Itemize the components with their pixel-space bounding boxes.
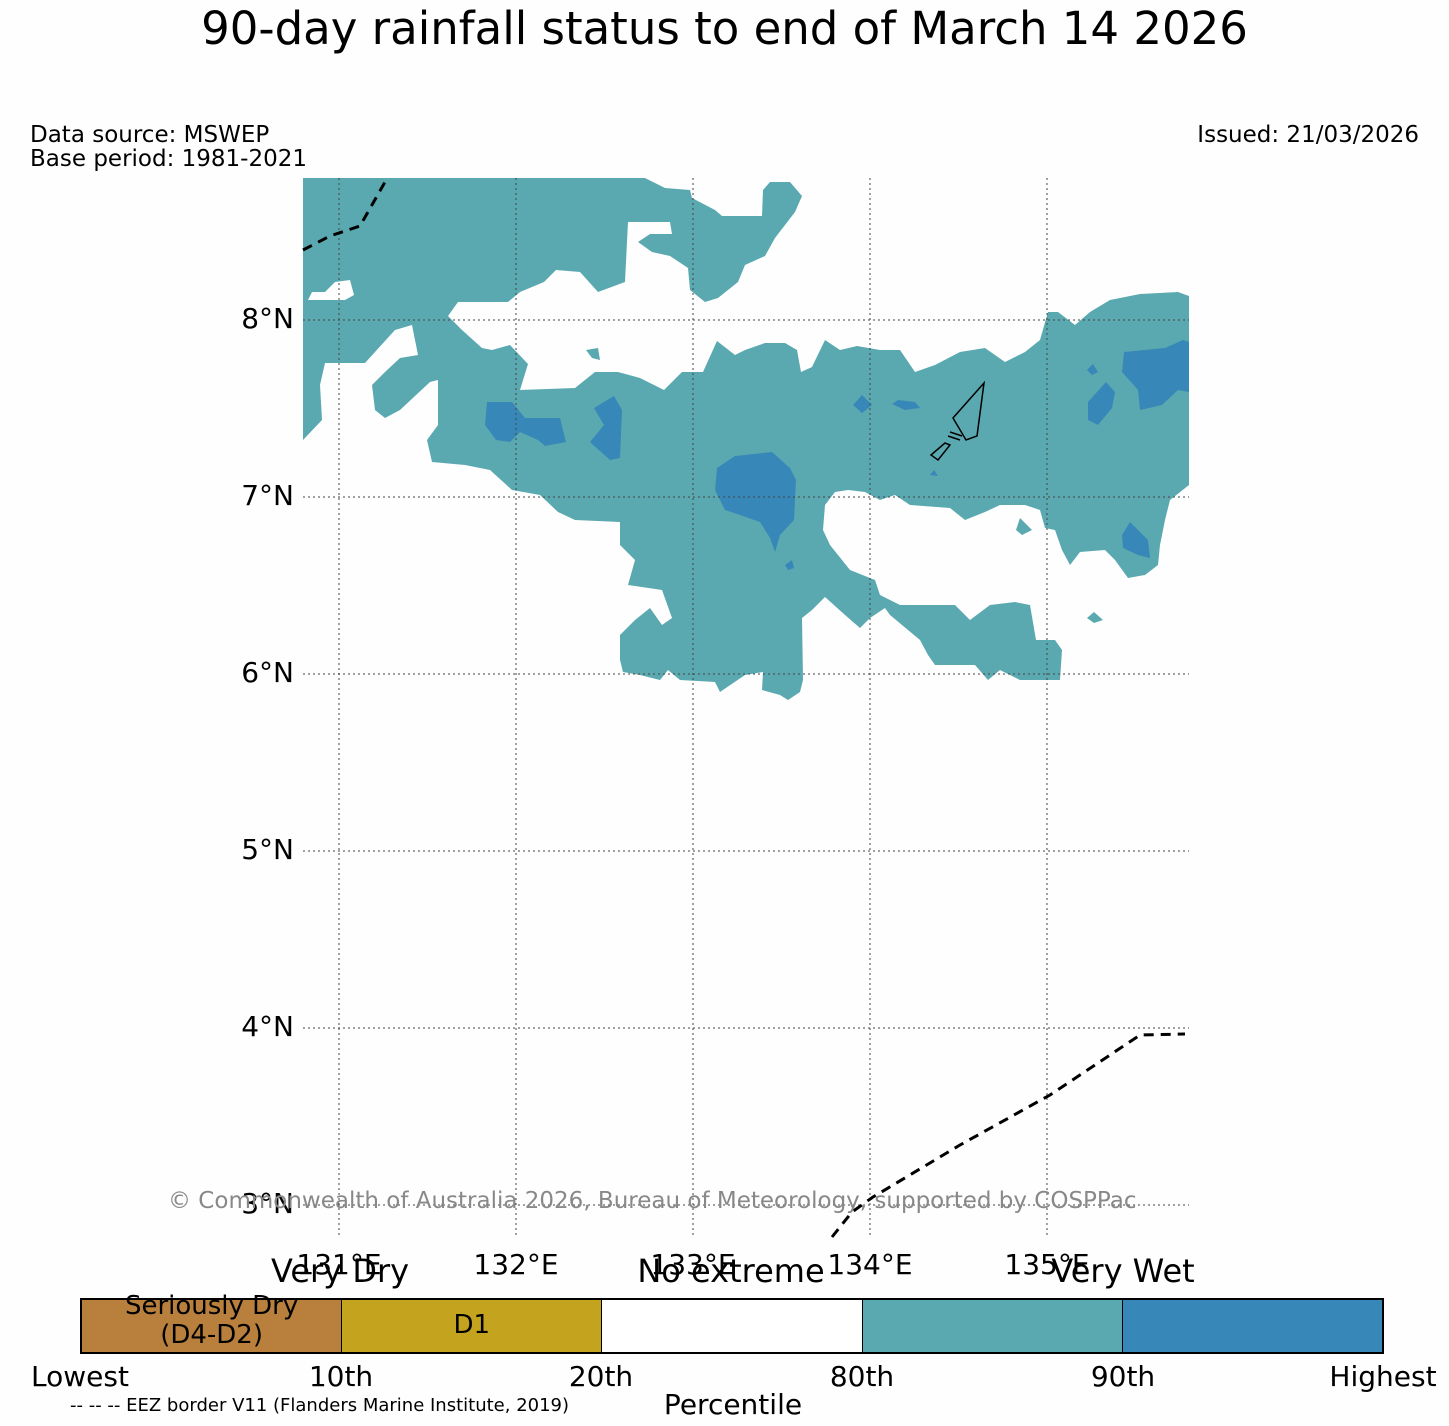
lon-label-132e: 132°E [473,1248,559,1281]
lat-label-6n: 6°N [241,656,294,689]
legend-segment-label: (D4-D2) [160,1320,263,1350]
wet-patch [1087,612,1103,623]
very-wet-patch [1122,522,1150,558]
island-coastline [929,431,963,462]
lat-label-8n: 8°N [241,302,294,335]
very-wet-patch [892,400,920,410]
legend-segment-label: D1 [453,1310,491,1340]
lat-label-4n: 4°N [241,1010,294,1043]
legend-segment-very-much-above [862,1300,1123,1352]
lon-label-133e: 133°E [650,1248,736,1281]
very-wet-patch [1087,364,1098,375]
lon-label-131e: 131°E [296,1248,382,1281]
very-wet-patch [853,395,872,413]
eez-border [302,181,1186,1238]
very-wet-patch [930,470,938,476]
map-gridlines [303,178,1189,1238]
legend-segment-highest [1122,1300,1383,1352]
lat-label-7n: 7°N [241,479,294,512]
data-source-label: Data source: MSWEP [30,122,270,148]
very-wet-patch [715,452,796,552]
wet-patch [1016,518,1032,535]
copyright-notice: © Commonwealth of Australia 2026, Bureau… [168,1188,1137,1214]
eez-border-note: -- -- -- EEZ border V11 (Flanders Marine… [70,1395,570,1416]
legend-tick-10th: 10th [308,1360,374,1393]
very-wet-patch [1088,382,1115,425]
base-period-label: Base period: 1981-2021 [30,146,308,172]
legend-segment-d1: D1 [342,1300,603,1352]
very-wet-patch [785,560,794,570]
legend-tick-90th: 90th [1090,1360,1156,1393]
legend-tick-20th: 20th [568,1360,634,1393]
legend-tick-lowest: Lowest [31,1360,129,1393]
lat-label-3n: 3°N [241,1187,294,1220]
legend-segment-no-extreme [602,1300,863,1352]
legend-colorbar: Seriously Dry (D4-D2) D1 [80,1292,1384,1354]
lon-label-134e: 134°E [827,1248,913,1281]
legend-category-no-extreme: No extreme [637,1252,825,1290]
chart-title: 90-day rainfall status to end of March 1… [201,2,1248,55]
very-wet-patch [590,396,622,460]
legend-axis-label: Percentile [663,1388,803,1421]
legend-category-very-wet: Very Wet [1051,1252,1195,1290]
wet-patch [925,630,933,640]
issued-date-label: Issued: 21/03/2026 [1197,122,1419,148]
legend-category-very-dry: Very Dry [270,1252,410,1290]
wet-patch [586,348,600,360]
legend-segment-seriously-dry: Seriously Dry (D4-D2) [82,1292,343,1352]
legend-tick-highest: Highest [1329,1360,1437,1393]
very-wet-patch [485,402,566,446]
very-wet-patch [1122,340,1189,410]
legend-segment-label: Seriously Dry [124,1291,299,1321]
legend-tick-80th: 80th [829,1360,895,1393]
wet-region-north [303,178,1189,700]
lon-label-135e: 135°E [1004,1248,1090,1281]
lat-label-5n: 5°N [241,833,294,866]
island-coastline [952,380,986,441]
